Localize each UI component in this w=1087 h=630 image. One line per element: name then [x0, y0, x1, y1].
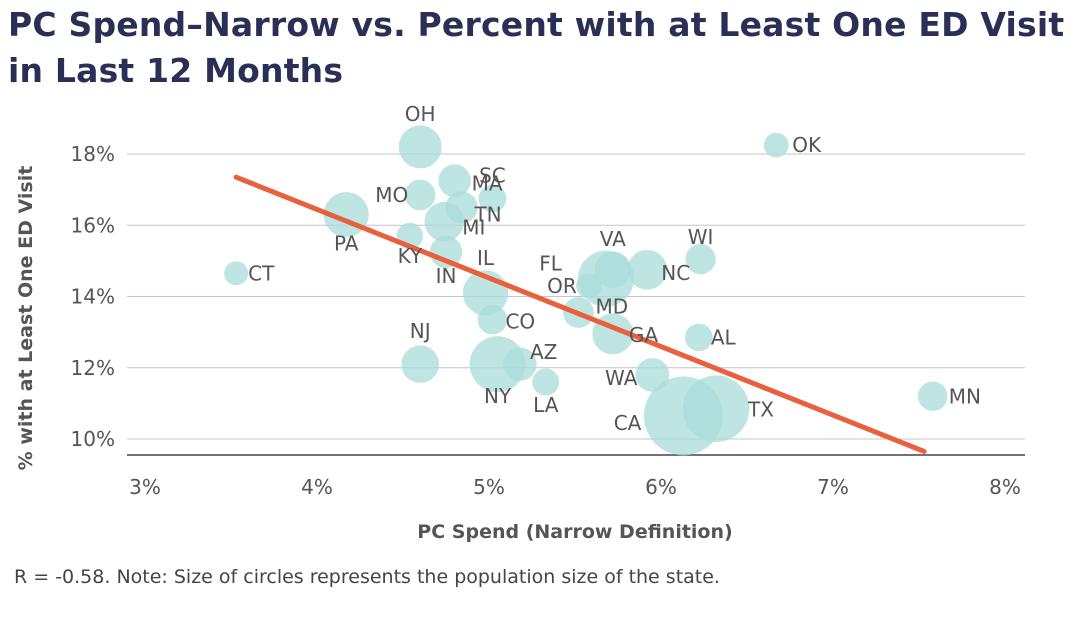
- point-al: [684, 323, 713, 352]
- point-label-va: VA: [600, 227, 626, 251]
- point-label-oh: OH: [405, 102, 436, 126]
- point-label-sc: SC: [479, 164, 506, 188]
- point-sc: [478, 184, 507, 213]
- point-wi: [685, 243, 716, 275]
- point-label-ca: CA: [614, 411, 642, 435]
- point-oh: [398, 125, 442, 169]
- point-label-or: OR: [547, 274, 577, 298]
- point-label-ny: NY: [484, 384, 512, 408]
- point-co: [477, 304, 508, 335]
- chart-title-line-1: PC Spend–Narrow vs. Percent with at Leas…: [8, 5, 1065, 44]
- chart-title: PC Spend–Narrow vs. Percent with at Leas…: [8, 2, 1068, 94]
- chart-note: R = -0.58. Note: Size of circles represe…: [14, 566, 720, 588]
- point-label-wa: WA: [605, 366, 638, 390]
- point-ma: [438, 164, 471, 198]
- point-label-mo: MO: [375, 183, 408, 207]
- y-axis-title: % with at Least One ED Visit: [15, 166, 37, 471]
- point-label-co: CO: [505, 310, 535, 334]
- point-nc: [627, 249, 668, 290]
- point-or: [576, 273, 602, 299]
- point-label-al: AL: [711, 325, 737, 349]
- point-ok: [763, 132, 789, 158]
- point-label-ky: KY: [398, 244, 423, 268]
- point-label-ct: CT: [248, 261, 275, 285]
- point-label-ga: GA: [629, 323, 658, 347]
- x-tick-label: 7%: [817, 475, 849, 499]
- point-label-la: LA: [533, 393, 559, 417]
- x-tick-label: 5%: [473, 475, 505, 499]
- point-label-tx: TX: [747, 398, 774, 422]
- trend-line: [233, 174, 927, 454]
- point-label-in: IN: [436, 264, 457, 288]
- x-tick-label: 3%: [129, 475, 161, 499]
- point-mn: [917, 381, 948, 412]
- point-label-pa: PA: [334, 232, 359, 256]
- point-wa: [635, 357, 670, 392]
- point-label-md: MD: [595, 295, 628, 319]
- point-tn: [445, 191, 478, 224]
- point-label-ma: MA: [472, 172, 503, 196]
- chart-title-line-2: in Last 12 Months: [8, 51, 344, 90]
- point-label-fl: FL: [539, 252, 563, 276]
- point-label-nc: NC: [661, 261, 690, 285]
- x-tick-label: 4%: [301, 475, 333, 499]
- x-tick-label: 6%: [645, 475, 677, 499]
- point-label-il: IL: [477, 246, 495, 270]
- point-ct: [224, 261, 249, 286]
- point-label-mn: MN: [949, 384, 981, 408]
- y-tick-label: 10%: [71, 427, 115, 451]
- point-label-nj: NJ: [410, 319, 431, 343]
- x-tick-label: 8%: [989, 475, 1021, 499]
- scatter-chart: 10% 12% 14% 16% 18% 3% 4% 5% 6% 7% 8% PC Spend (Nar…: [15, 102, 1025, 543]
- point-label-ok: OK: [792, 133, 822, 157]
- y-tick-label: 16%: [71, 213, 115, 237]
- point-az: [503, 347, 537, 381]
- point-va: [594, 251, 632, 289]
- y-tick-label: 14%: [71, 285, 115, 309]
- x-axis-title: PC Spend (Narrow Definition): [417, 521, 732, 543]
- point-label-az: AZ: [530, 340, 557, 364]
- point-label-mi: MI: [462, 216, 485, 240]
- point-mo: [404, 179, 436, 211]
- y-tick-label: 12%: [71, 356, 115, 380]
- y-tick-label: 18%: [71, 142, 115, 166]
- point-la: [532, 368, 560, 396]
- point-label-wi: WI: [688, 225, 714, 249]
- point-label-tn: TN: [473, 202, 501, 226]
- point-tx: [682, 375, 750, 443]
- point-nj: [401, 345, 440, 383]
